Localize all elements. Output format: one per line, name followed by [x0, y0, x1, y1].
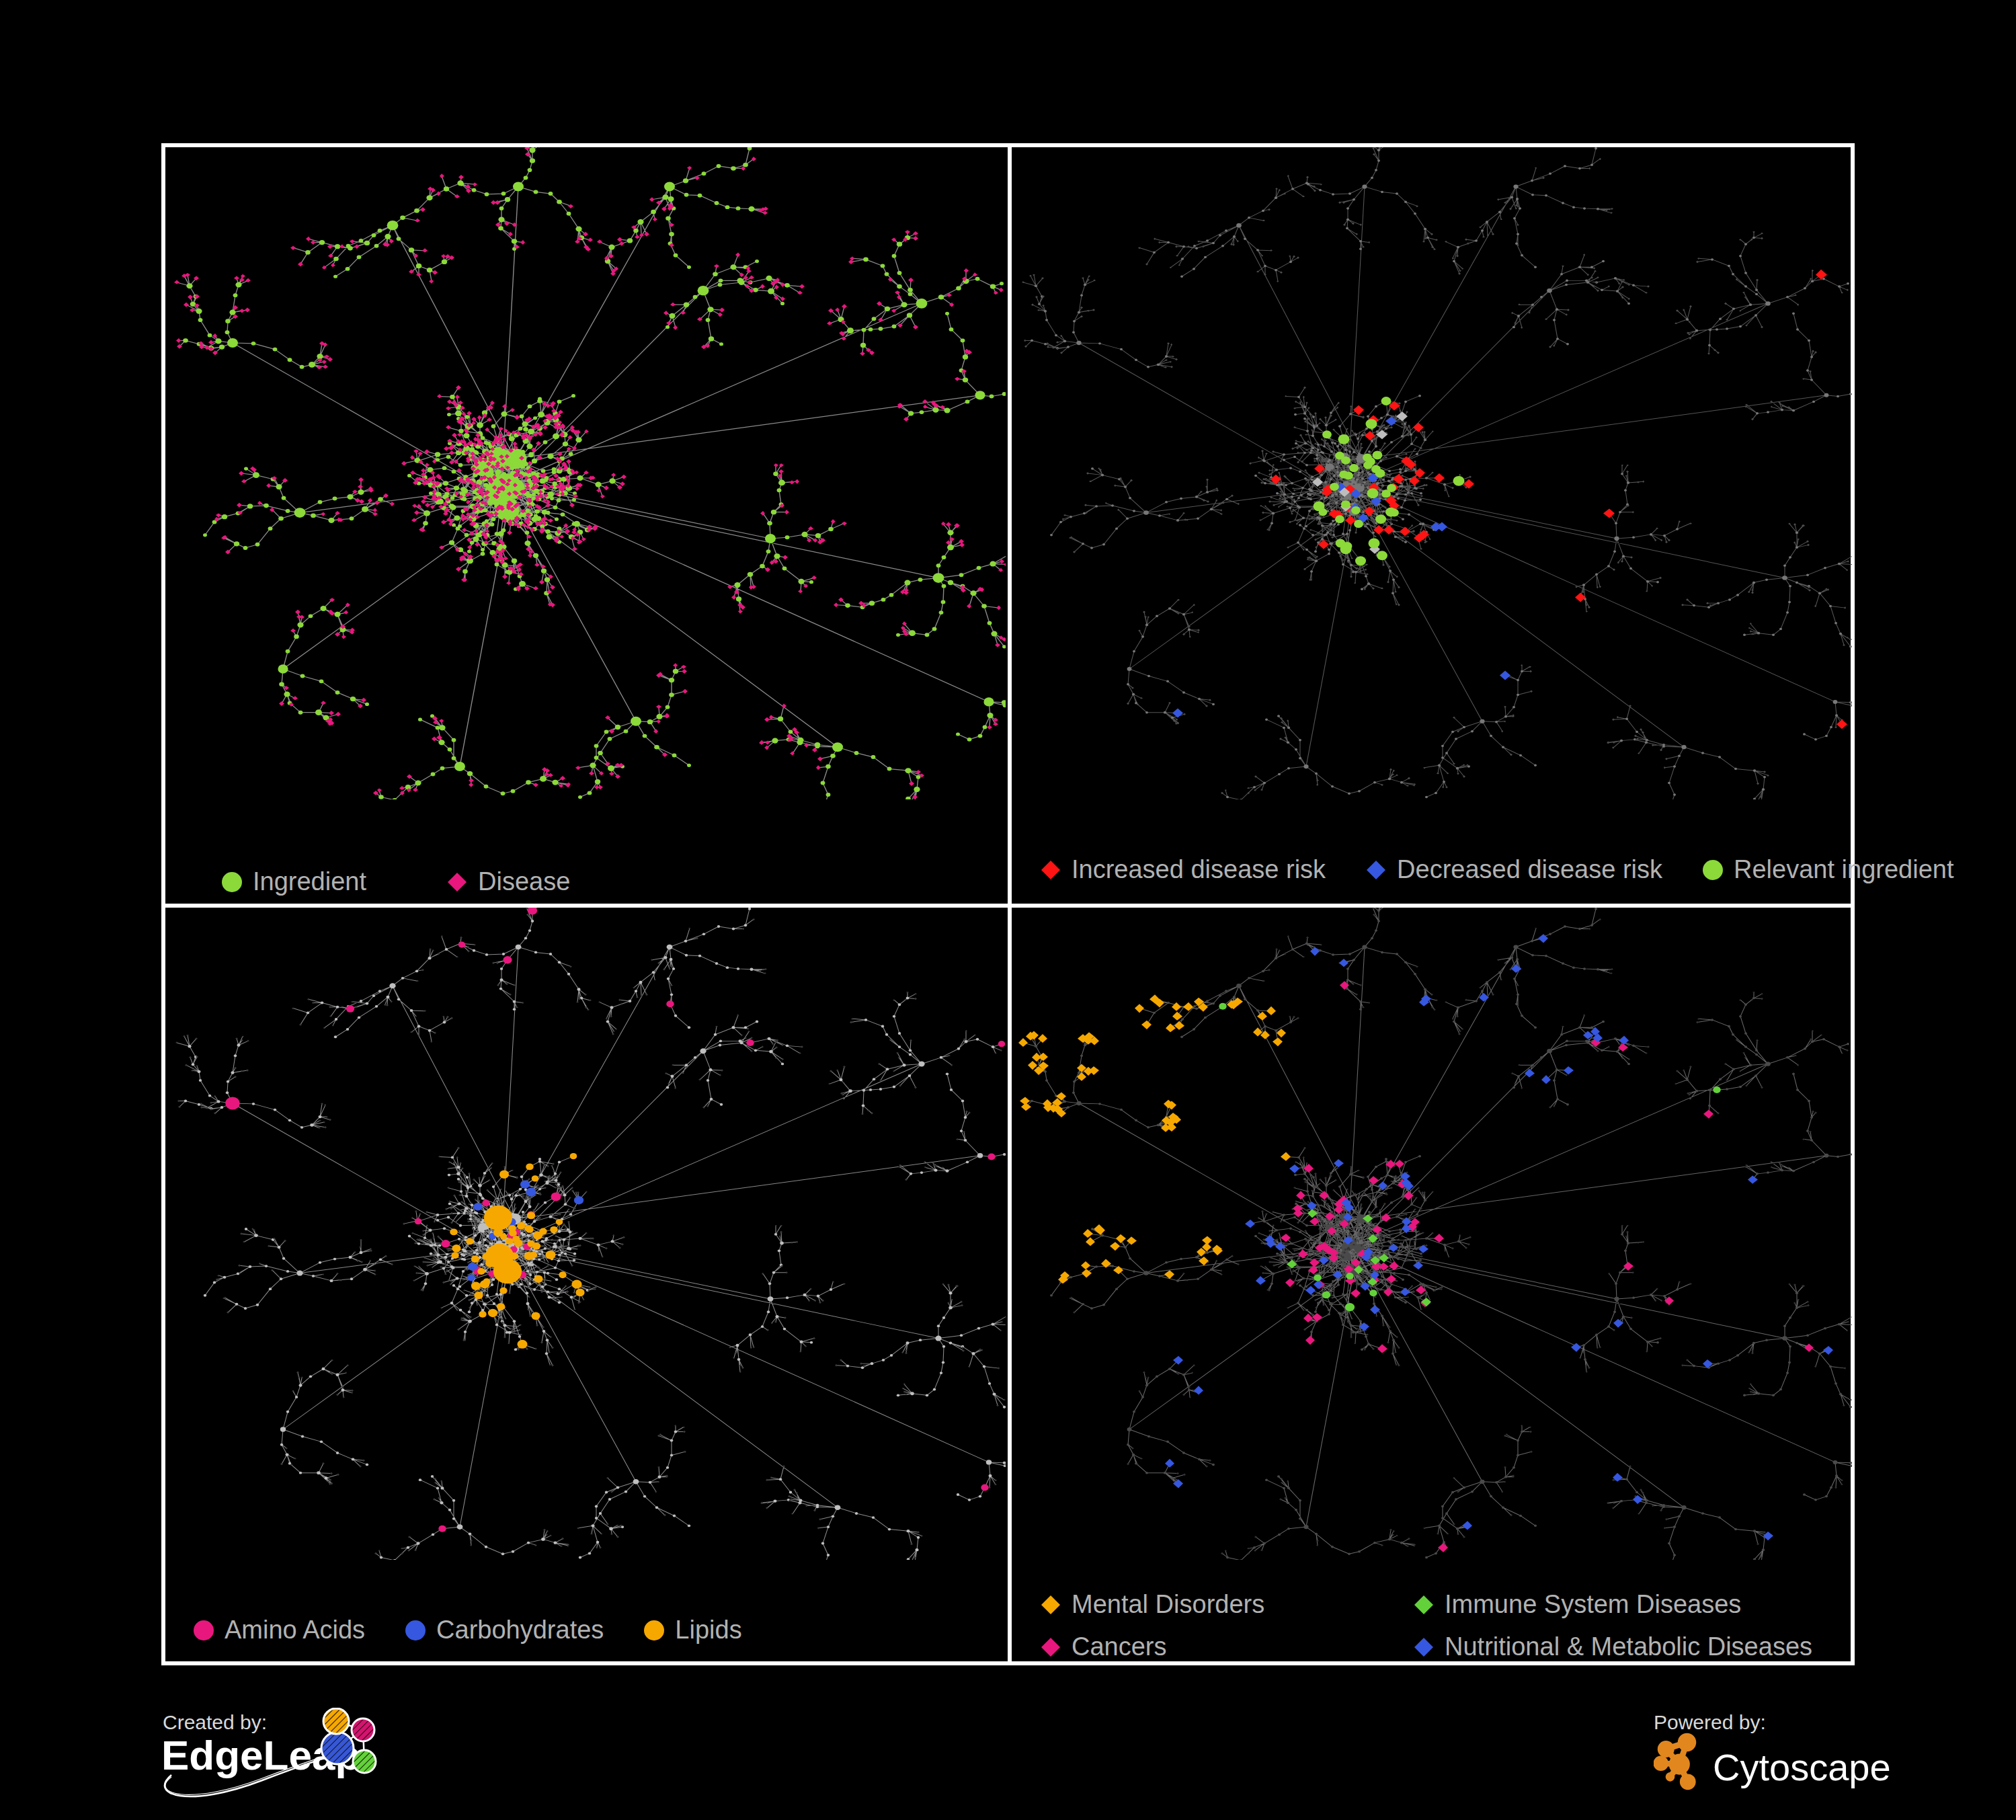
svg-text:Cytoscape: Cytoscape [1713, 1746, 1891, 1788]
svg-text:Created by:: Created by: [163, 1711, 267, 1733]
svg-text:Powered by:: Powered by: [1654, 1711, 1766, 1733]
